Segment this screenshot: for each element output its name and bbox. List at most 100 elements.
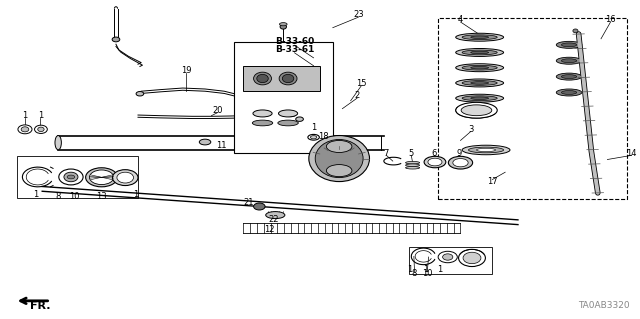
Ellipse shape — [266, 211, 285, 219]
Text: 12: 12 — [264, 225, 274, 234]
Text: 15: 15 — [356, 79, 367, 88]
Ellipse shape — [316, 139, 363, 178]
Text: 20: 20 — [212, 106, 223, 115]
Text: 6: 6 — [431, 149, 437, 158]
Ellipse shape — [463, 252, 481, 264]
Ellipse shape — [406, 164, 420, 167]
Ellipse shape — [86, 168, 118, 187]
Ellipse shape — [561, 91, 577, 94]
Bar — [243, 66, 320, 91]
Ellipse shape — [556, 89, 582, 96]
Ellipse shape — [326, 165, 352, 177]
Ellipse shape — [278, 110, 298, 117]
Ellipse shape — [406, 167, 420, 169]
Ellipse shape — [470, 36, 488, 39]
Ellipse shape — [55, 136, 61, 150]
Text: 8: 8 — [56, 191, 61, 201]
Ellipse shape — [470, 51, 488, 54]
Text: 11: 11 — [216, 141, 227, 150]
Text: 1: 1 — [408, 264, 413, 274]
Ellipse shape — [253, 203, 265, 210]
Ellipse shape — [279, 72, 297, 85]
Ellipse shape — [136, 92, 144, 96]
Ellipse shape — [310, 136, 317, 139]
Ellipse shape — [199, 139, 211, 145]
Ellipse shape — [59, 169, 83, 185]
Ellipse shape — [35, 125, 47, 133]
Ellipse shape — [308, 134, 319, 140]
Ellipse shape — [18, 125, 32, 134]
Circle shape — [67, 175, 75, 179]
Text: 2: 2 — [355, 92, 360, 100]
Ellipse shape — [253, 110, 272, 117]
Ellipse shape — [113, 170, 138, 186]
Text: TA0AB3320: TA0AB3320 — [578, 301, 630, 310]
Ellipse shape — [117, 172, 134, 183]
Text: 1: 1 — [38, 111, 43, 120]
Text: 3: 3 — [468, 125, 474, 134]
Ellipse shape — [428, 158, 442, 166]
Ellipse shape — [556, 73, 582, 80]
Text: 4: 4 — [458, 15, 463, 24]
Ellipse shape — [456, 64, 504, 72]
Ellipse shape — [90, 170, 114, 185]
Ellipse shape — [64, 172, 78, 182]
Text: 9: 9 — [456, 149, 462, 158]
Ellipse shape — [112, 37, 120, 42]
Ellipse shape — [287, 112, 296, 117]
Ellipse shape — [453, 159, 468, 167]
Ellipse shape — [462, 65, 497, 70]
Bar — [17, 156, 138, 197]
Ellipse shape — [459, 249, 485, 267]
Ellipse shape — [280, 23, 287, 26]
Text: 1: 1 — [134, 190, 139, 199]
Ellipse shape — [561, 59, 577, 63]
Ellipse shape — [462, 35, 497, 40]
Text: 1: 1 — [311, 123, 316, 132]
Ellipse shape — [468, 147, 504, 153]
Text: 1: 1 — [437, 264, 443, 274]
Text: 7: 7 — [384, 149, 389, 158]
Ellipse shape — [449, 156, 472, 169]
Ellipse shape — [257, 74, 268, 83]
Text: 16: 16 — [605, 15, 616, 24]
Ellipse shape — [470, 66, 488, 69]
Text: 8: 8 — [412, 269, 417, 278]
Ellipse shape — [456, 102, 497, 118]
Bar — [410, 247, 492, 274]
Ellipse shape — [456, 33, 504, 41]
Ellipse shape — [556, 57, 582, 64]
Text: 1: 1 — [33, 190, 38, 199]
Ellipse shape — [296, 117, 303, 122]
Text: 13: 13 — [96, 192, 107, 202]
Text: 23: 23 — [353, 11, 364, 19]
Ellipse shape — [280, 24, 287, 29]
Text: 18: 18 — [319, 132, 329, 141]
Ellipse shape — [462, 145, 510, 155]
Text: 10: 10 — [69, 191, 79, 201]
Text: 1: 1 — [423, 264, 428, 274]
Ellipse shape — [278, 120, 298, 126]
Ellipse shape — [406, 161, 420, 164]
Text: 17: 17 — [487, 177, 498, 186]
Ellipse shape — [462, 96, 497, 100]
Ellipse shape — [282, 74, 294, 83]
Ellipse shape — [456, 94, 504, 102]
Ellipse shape — [470, 82, 488, 84]
Ellipse shape — [462, 50, 497, 55]
Text: 22: 22 — [268, 215, 278, 224]
Ellipse shape — [438, 251, 458, 263]
Text: 5: 5 — [409, 149, 414, 158]
Ellipse shape — [461, 105, 492, 116]
Text: FR.: FR. — [30, 300, 51, 311]
Ellipse shape — [573, 29, 578, 33]
Text: 1: 1 — [22, 111, 28, 120]
Text: B-33-61: B-33-61 — [275, 45, 314, 55]
Bar — [234, 42, 333, 153]
Ellipse shape — [424, 156, 446, 168]
Ellipse shape — [253, 72, 271, 85]
Text: 19: 19 — [180, 66, 191, 75]
Ellipse shape — [443, 254, 453, 260]
Bar — [438, 18, 627, 199]
Ellipse shape — [561, 75, 577, 78]
